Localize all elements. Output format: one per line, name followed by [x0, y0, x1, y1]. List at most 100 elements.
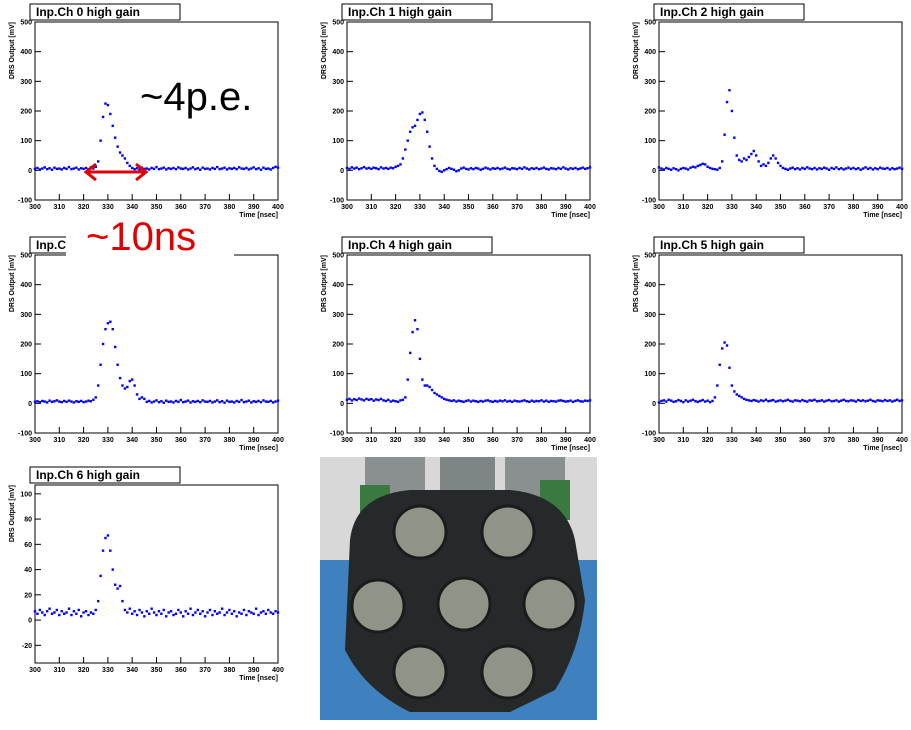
data-point	[269, 399, 272, 403]
data-point	[452, 399, 456, 402]
x-tick-label: 340	[438, 437, 450, 444]
data-point	[886, 399, 889, 403]
data-point	[33, 610, 37, 613]
data-point	[720, 347, 724, 350]
data-point	[242, 167, 246, 171]
data-point	[842, 398, 845, 401]
data-point	[177, 166, 180, 169]
data-point	[191, 613, 195, 617]
data-point	[189, 607, 192, 610]
data-point	[62, 399, 66, 403]
data-point	[893, 167, 896, 171]
plot-frame	[658, 254, 903, 434]
x-tick-label: 370	[511, 204, 523, 211]
data-point	[162, 608, 165, 612]
data-point	[186, 168, 190, 171]
data-point	[179, 167, 182, 170]
x-tick-label: 360	[175, 437, 187, 444]
data-point	[806, 400, 809, 403]
data-point	[684, 399, 687, 402]
data-point	[106, 322, 110, 325]
data-point	[242, 608, 246, 612]
data-point	[379, 397, 383, 401]
photo-pmt	[480, 644, 536, 700]
data-point	[549, 399, 553, 403]
data-point	[491, 400, 494, 404]
data-point	[720, 160, 724, 163]
x-tick-label: 320	[78, 667, 90, 674]
data-point	[818, 167, 821, 170]
data-point	[43, 613, 46, 617]
y-tick-label: 500	[332, 20, 344, 27]
data-point	[513, 399, 516, 402]
annotation-text: ~10ns	[86, 215, 196, 259]
data-point	[581, 400, 584, 403]
data-point	[101, 342, 105, 346]
data-point	[75, 166, 78, 169]
chart-title: Inp.Ch 0 high gain	[36, 5, 140, 19]
data-point	[523, 399, 526, 402]
data-point	[494, 399, 497, 403]
data-point	[148, 612, 151, 615]
data-point	[759, 399, 763, 402]
chart-title: Inp.Ch 5 high gain	[660, 238, 764, 252]
data-point	[750, 152, 753, 156]
data-point	[540, 167, 543, 170]
x-tick-label: 370	[511, 437, 523, 444]
data-point	[62, 612, 66, 615]
data-point	[271, 166, 275, 170]
data-point	[84, 610, 88, 613]
data-point	[72, 167, 76, 170]
data-point	[815, 168, 819, 171]
data-point	[72, 401, 76, 404]
data-point	[455, 400, 458, 403]
data-point	[564, 167, 567, 170]
data-point	[747, 155, 751, 159]
data-point	[457, 399, 460, 402]
data-point	[240, 398, 243, 402]
data-point	[752, 149, 755, 153]
data-point	[837, 167, 841, 171]
data-point	[447, 166, 451, 170]
data-point	[89, 400, 93, 403]
data-point	[206, 611, 209, 614]
data-point	[820, 167, 824, 171]
data-point	[55, 399, 59, 402]
data-point	[99, 139, 102, 142]
data-point	[365, 167, 368, 170]
data-point	[172, 613, 175, 617]
data-point	[99, 363, 102, 366]
data-point	[586, 399, 589, 403]
data-point	[421, 111, 424, 114]
data-point	[489, 400, 492, 403]
chart-panel: Inp.Ch 1 high gain 300 310 320 330 340 350 360 3…	[321, 3, 596, 219]
data-point	[735, 393, 738, 396]
x-tick-label: 320	[390, 437, 402, 444]
data-point	[888, 399, 892, 402]
data-point	[94, 396, 97, 399]
y-tick-label: 300	[644, 79, 656, 86]
data-point	[240, 612, 243, 615]
y-tick-label: 400	[332, 49, 344, 56]
data-point	[167, 167, 170, 170]
photo-pmt	[392, 644, 448, 700]
data-point	[528, 400, 531, 404]
data-point	[33, 400, 37, 404]
data-point	[869, 166, 872, 170]
data-point	[469, 167, 473, 170]
y-axis-label: DRS Output [mV]	[633, 22, 640, 79]
x-tick-label: 370	[823, 204, 835, 211]
y-tick-label: -20	[22, 643, 32, 650]
data-point	[900, 167, 904, 171]
x-axis-label: Time [nsec]	[863, 212, 902, 219]
data-point	[36, 166, 39, 170]
data-point	[75, 400, 78, 403]
data-point	[348, 167, 351, 171]
data-point	[440, 170, 443, 174]
data-point	[803, 399, 806, 403]
data-point	[199, 612, 202, 615]
data-point	[165, 399, 168, 402]
y-tick-label: 0	[340, 401, 344, 408]
data-point	[406, 378, 409, 381]
data-point	[728, 366, 731, 369]
